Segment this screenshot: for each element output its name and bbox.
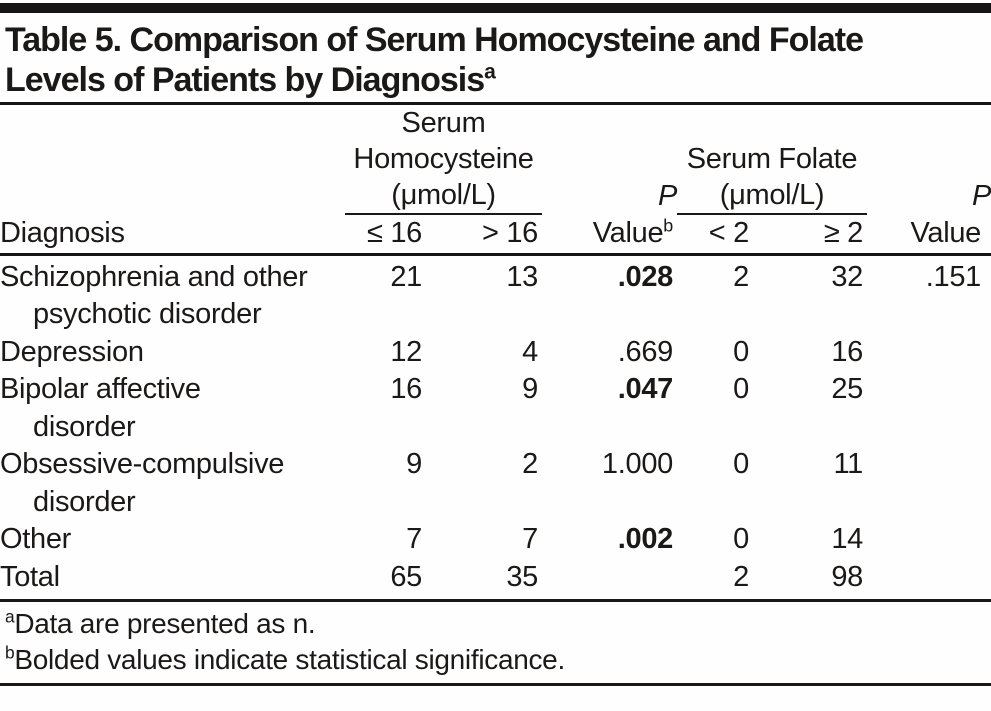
value-cell: 65 [390, 560, 422, 593]
footnote-a-superscript: a [5, 606, 15, 627]
table-row: Bipolar affective disorder 16 9 .047 0 25 [0, 371, 991, 446]
footnote-a: aData are presented as n. [5, 606, 986, 642]
p-homocysteine-superscript: b [663, 215, 673, 236]
value-cell: 2 [733, 560, 749, 593]
value-cell: 4 [522, 335, 538, 368]
diagnosis-line: Schizophrenia and other [0, 260, 308, 293]
homocysteine-group-label: Serum Homocysteine (μmol/L) [353, 107, 534, 211]
value-cell: 0 [733, 448, 749, 480]
diagnosis-cell: Other [0, 521, 345, 559]
title-rule [0, 102, 991, 105]
bottom-rule [0, 683, 991, 686]
value-cell: .669 [617, 335, 674, 368]
diagnosis-line: Other [0, 523, 72, 555]
value-cell [867, 559, 991, 600]
footnote-b-text: Bolded values indicate statistical signi… [14, 644, 565, 675]
value-cell [867, 334, 991, 372]
table-row: Schizophrenia and other psychotic disorde… [0, 254, 991, 334]
table-body: Schizophrenia and other psychotic disorde… [0, 254, 991, 599]
diagnosis-column-header: Diagnosis [0, 105, 345, 256]
diagnosis-line-continuation: psychotic disorder [33, 298, 262, 330]
value-cell: 32 [831, 260, 864, 293]
value-cell [867, 521, 991, 559]
header-subhead-row: ≤ 16 > 16 Valueb < 2 ≥ 2 Value [0, 214, 991, 256]
homocysteine-group-header: Serum Homocysteine (μmol/L) [345, 105, 542, 215]
table-row: Obsessive-compulsive disorder 9 2 1.000 0 11 [0, 446, 991, 521]
homocysteine-le16-header: ≤ 16 [345, 214, 430, 256]
value-cell: 7 [522, 523, 538, 555]
diagnosis-line: Bipolar affective [0, 373, 201, 405]
footer-rule [0, 599, 991, 602]
diagnosis-line: Depression [0, 335, 144, 368]
folate-ge2-header: ≥ 2 [753, 214, 868, 256]
value-cell: 13 [506, 260, 538, 293]
footnote-b-superscript: b [5, 642, 15, 663]
table-title: Table 5. Comparison of Serum Homocystein… [5, 20, 986, 100]
value-cell: 16 [390, 373, 422, 405]
diagnosis-line: Obsessive-compulsive [0, 448, 285, 480]
value-cell: 12 [390, 335, 422, 368]
header-spanner-row: Diagnosis Serum Homocysteine (μmol/L) P … [0, 105, 991, 256]
value-cell: 2 [522, 448, 538, 480]
value-cell: 14 [831, 523, 864, 555]
value-cell [867, 446, 991, 521]
title-superscript: a [484, 60, 496, 84]
table-row: Other 7 7 .002 0 14 [0, 521, 991, 559]
table-row: Depression 12 4 .669 0 16 [0, 334, 991, 372]
value-cell: .151 [925, 260, 982, 293]
folate-group-header: Serum Folate (μmol/L) [677, 105, 868, 215]
title-line-2-text: Levels of Patients by Diagnosis [5, 61, 485, 99]
p-folate-header-line1: P [971, 180, 991, 212]
value-cell: 0 [733, 373, 749, 405]
folate-group-label: Serum Folate (μmol/L) [686, 143, 858, 211]
value-cell: 2 [733, 260, 749, 293]
diagnosis-cell: Obsessive-compulsive disorder [0, 446, 345, 521]
diagnosis-line-continuation: disorder [33, 410, 136, 443]
comparison-table: Diagnosis Serum Homocysteine (μmol/L) P … [0, 105, 991, 599]
title-line-1: Table 5. Comparison of Serum Homocystein… [5, 21, 864, 59]
value-cell: 35 [506, 560, 538, 593]
p-homocysteine-value-label: Value [592, 217, 664, 249]
diagnosis-cell: Schizophrenia and other psychotic disorde… [0, 254, 345, 334]
diagnosis-cell: Depression [0, 334, 345, 372]
value-cell: 1.000 [601, 448, 673, 480]
diagnosis-line-continuation: disorder [33, 485, 136, 518]
value-cell: 9 [406, 448, 422, 480]
diagnosis-cell: Total [0, 559, 345, 600]
value-cell: .028 [617, 260, 674, 293]
value-cell: 9 [522, 373, 538, 405]
diagnosis-line: Total [0, 560, 60, 593]
homocysteine-gt16-header: > 16 [430, 214, 542, 256]
table-row: Total 65 35 2 98 [0, 559, 991, 600]
value-cell [867, 371, 991, 446]
value-cell: .047 [617, 373, 674, 405]
value-cell: 11 [833, 448, 864, 480]
value-cell: 25 [831, 373, 864, 405]
p-folate-header-line2: Value [867, 214, 991, 256]
value-cell [542, 559, 677, 600]
value-cell: 98 [831, 560, 864, 593]
top-rule-bar [0, 3, 991, 13]
value-cell: 21 [390, 260, 422, 293]
value-cell: 0 [733, 523, 749, 555]
title-line-2: Levels of Patients by Diagnosisa [5, 60, 986, 100]
value-cell: 7 [406, 523, 422, 555]
folate-lt2-header: < 2 [677, 214, 753, 256]
footnotes: aData are presented as n. bBolded values… [0, 602, 991, 683]
footnote-a-text: Data are presented as n. [14, 608, 316, 639]
footnote-b: bBolded values indicate statistical sign… [5, 642, 986, 678]
diagnosis-cell: Bipolar affective disorder [0, 371, 345, 446]
value-cell: 0 [733, 335, 749, 368]
value-cell: .002 [617, 523, 674, 555]
p-homocysteine-header-line1: P [657, 180, 677, 212]
value-cell: 16 [831, 335, 864, 368]
p-homocysteine-header-line2: Valueb [542, 214, 677, 256]
